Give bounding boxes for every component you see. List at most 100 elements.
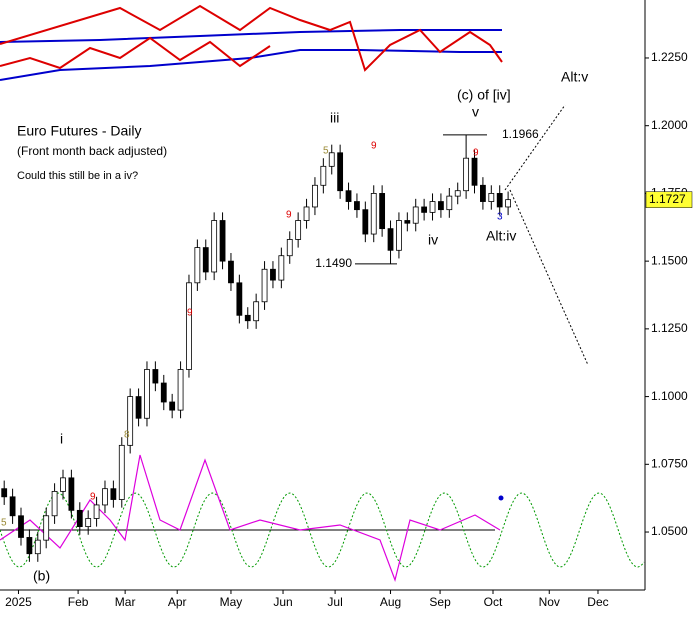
wave-label: Alt:iv	[486, 228, 516, 244]
last-price-box	[645, 191, 693, 208]
candle-body	[51, 490, 58, 517]
x-tick-label: May	[220, 595, 243, 609]
plot: 1.05001.07501.10001.12501.15001.17501.20…	[1, 50, 693, 609]
wave-label: iv	[428, 232, 438, 248]
candle-body	[463, 157, 470, 192]
x-tick-label: Nov	[539, 595, 560, 609]
candle-body	[160, 382, 167, 403]
candle-body	[118, 444, 125, 500]
candle-body	[286, 239, 293, 257]
wave-label: Alt:v	[561, 69, 588, 85]
candle-body	[110, 488, 117, 500]
candle-body	[26, 537, 33, 555]
candle-body	[169, 401, 176, 411]
candle-body	[303, 206, 310, 221]
candle-body	[127, 396, 134, 446]
candle-body	[404, 220, 411, 224]
candle-body	[488, 193, 495, 202]
candle-body	[211, 220, 218, 273]
count-label: 9	[371, 141, 377, 152]
x-tick-label: Dec	[587, 595, 608, 609]
candle-body	[480, 184, 486, 202]
candle-body	[312, 184, 318, 208]
x-tick-label: Aug	[380, 595, 401, 609]
x-tick-label: Apr	[168, 595, 187, 609]
candle-body	[34, 539, 41, 555]
candle-body	[396, 220, 402, 251]
candle-body	[354, 201, 360, 211]
y-tick-label: 1.0500	[651, 524, 688, 538]
candle-body	[454, 190, 461, 197]
y-tick-label: 1.1500	[651, 253, 688, 267]
candle-body	[337, 152, 344, 192]
x-tick-label: Oct	[484, 595, 503, 609]
note: Could this still be in a iv?	[17, 170, 138, 182]
candle-body	[421, 206, 428, 213]
level-label: 1.1490	[315, 256, 352, 270]
candle-body	[412, 206, 419, 224]
y-tick-label: 1.1000	[651, 389, 688, 403]
candle-body	[505, 199, 512, 208]
projection-up	[504, 104, 566, 191]
x-tick-label: Jul	[327, 595, 342, 609]
count-label: 3	[497, 212, 503, 223]
candle-body	[43, 515, 50, 541]
momentum-line	[0, 454, 501, 583]
title: Euro Futures - Daily	[17, 123, 141, 139]
candle-body	[135, 396, 142, 419]
x-tick-label: Jun	[273, 595, 292, 609]
candle-body	[102, 488, 108, 506]
band-upper	[0, 29, 502, 43]
candle-body	[152, 369, 159, 384]
count-label: 5	[1, 518, 7, 529]
candle-body	[438, 201, 444, 211]
candle-body	[68, 477, 75, 511]
wave-label: i	[60, 431, 63, 447]
y-tick-label: 1.2000	[651, 118, 688, 132]
candle-body	[379, 193, 386, 230]
candle-body	[270, 268, 276, 281]
marker-dot	[498, 495, 504, 501]
candle-body	[18, 515, 24, 538]
candle-body	[219, 220, 226, 262]
x-tick-label: Sep	[429, 595, 451, 609]
candle-body	[236, 282, 243, 316]
candle-body	[345, 190, 352, 202]
wave-label: v	[472, 104, 479, 120]
band-lower	[0, 49, 502, 81]
candle-body	[244, 314, 251, 322]
y-tick-label: 1.0750	[651, 456, 688, 470]
candle-body	[471, 157, 478, 186]
wave-label: (c) of [iv]	[457, 87, 511, 103]
candle-body	[261, 268, 268, 303]
oscillator-line-2	[0, 36, 271, 70]
level-label: 1.1966	[502, 127, 539, 141]
last-price-label: 1.1727	[649, 192, 686, 206]
x-tick-label: 2025	[5, 595, 32, 609]
y-tick-label: 1.1250	[651, 321, 688, 335]
candle-body	[362, 209, 369, 235]
candle-body	[429, 201, 436, 213]
candle-body	[370, 193, 377, 235]
candle-body	[328, 152, 335, 167]
count-label: 9	[473, 148, 479, 159]
oscillator-line	[0, 4, 503, 72]
candle-body	[446, 195, 453, 211]
candle-body	[295, 220, 302, 240]
x-tick-label: Mar	[115, 595, 136, 609]
candle-body	[496, 193, 503, 208]
candle-body	[85, 518, 92, 528]
candle-body	[228, 260, 234, 284]
candle-body	[387, 228, 394, 251]
candle-body	[76, 509, 83, 528]
x-tick-label: Feb	[68, 595, 89, 609]
candle-body	[93, 504, 100, 519]
count-label: 9	[90, 492, 96, 503]
cycle-line	[0, 492, 645, 568]
count-label: 8	[124, 430, 130, 441]
y-tick-label: 1.2250	[651, 50, 688, 64]
count-label: 9	[286, 210, 292, 221]
candle-body	[253, 301, 260, 322]
candle-body	[320, 165, 327, 186]
